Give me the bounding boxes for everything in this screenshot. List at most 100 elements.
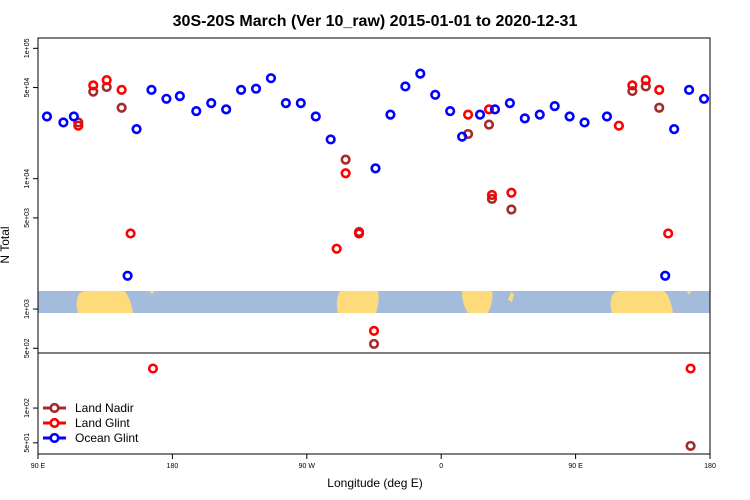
point-ocean-glint <box>146 84 157 95</box>
point-land-glint <box>613 120 625 131</box>
legend-item-ocean-glint: Ocean Glint <box>43 431 139 445</box>
x-axis-label: Longitude (deg E) <box>327 476 422 490</box>
x-tick-label: 0 <box>439 463 443 470</box>
point-land-glint <box>116 84 127 95</box>
legend-item-land-glint: Land Glint <box>43 416 130 430</box>
legend-marker <box>49 432 60 444</box>
point-ocean-glint <box>325 134 336 145</box>
point-ocean-glint <box>660 270 671 281</box>
point-ocean-glint <box>698 93 710 104</box>
point-land-nadir <box>654 102 665 113</box>
point-ocean-glint <box>131 124 142 135</box>
point-land-nadir <box>483 119 495 130</box>
point-ocean-glint <box>579 117 590 128</box>
point-ocean-glint <box>385 109 396 120</box>
y-axis-upper: 5e+02 1e+03 5e+03 1e+04 5e+04 1e+05 <box>24 38 38 358</box>
point-ocean-glint <box>250 83 262 94</box>
y-axis-label: N Total <box>0 226 12 263</box>
map-land <box>508 292 514 302</box>
point-ocean-glint <box>370 163 381 174</box>
point-ocean-glint <box>265 73 277 84</box>
point-ocean-glint <box>549 101 560 112</box>
point-land-nadir <box>486 193 498 204</box>
y-tick-label: 5e+01 <box>24 433 31 453</box>
x-tick-label: 180 <box>704 463 716 470</box>
point-land-nadir <box>116 102 127 113</box>
point-ocean-glint <box>295 98 306 109</box>
point-land-nadir <box>340 154 351 165</box>
point-land-nadir <box>685 440 696 452</box>
point-land-glint <box>331 243 342 254</box>
point-ocean-glint <box>191 105 202 117</box>
point-land-glint <box>73 120 84 131</box>
point-ocean-glint <box>489 104 501 115</box>
point-ocean-glint <box>415 68 426 79</box>
data-points <box>41 68 710 452</box>
point-land-nadir <box>368 338 380 350</box>
point-ocean-glint <box>669 124 680 135</box>
chart-title: 30S-20S March (Ver 10_raw) 2015-01-01 to… <box>173 13 578 30</box>
y-tick-label: 1e+04 <box>24 169 31 189</box>
legend-marker <box>49 402 60 414</box>
point-land-glint <box>663 228 674 239</box>
point-land-glint <box>368 325 380 336</box>
point-ocean-glint <box>519 113 530 124</box>
y-tick-label: 5e+04 <box>24 78 31 98</box>
point-land-glint <box>101 75 112 86</box>
y-tick-label: 1e+02 <box>24 398 31 418</box>
y-tick-label: 1e+03 <box>24 299 31 319</box>
plot-frame <box>37 37 711 455</box>
point-ocean-glint <box>41 111 53 122</box>
point-land-nadir <box>627 85 638 97</box>
point-land-glint <box>483 104 495 115</box>
y-axis-lower: 5e+01 1e+02 <box>24 398 38 453</box>
point-land-glint <box>627 80 638 91</box>
point-ocean-glint <box>683 84 695 95</box>
legend-label: Ocean Glint <box>75 431 139 445</box>
y-tick-label: 1e+05 <box>24 38 31 58</box>
legend-label: Land Glint <box>75 416 130 430</box>
point-land-glint <box>486 189 498 201</box>
point-ocean-glint <box>310 111 321 122</box>
map-land <box>76 290 133 313</box>
point-ocean-glint <box>504 98 515 109</box>
point-ocean-glint <box>58 117 69 128</box>
point-land-nadir <box>640 81 651 92</box>
map-land <box>610 290 673 313</box>
point-ocean-glint <box>400 81 411 92</box>
x-axis: 90 E 180 90 W 0 90 E 180 <box>31 454 716 470</box>
point-land-glint <box>506 187 517 198</box>
point-ocean-glint <box>430 89 441 100</box>
x-tick-label: 90 E <box>31 463 46 470</box>
point-ocean-glint <box>564 111 575 122</box>
map-land <box>462 291 493 313</box>
point-ocean-glint <box>235 84 247 95</box>
map-land <box>150 291 154 295</box>
point-ocean-glint <box>161 93 172 104</box>
point-land-glint <box>125 228 136 239</box>
point-land-glint <box>685 363 696 374</box>
point-ocean-glint <box>280 98 291 109</box>
point-ocean-glint <box>68 111 79 122</box>
point-ocean-glint <box>474 109 486 120</box>
legend-label: Land Nadir <box>75 401 134 415</box>
point-ocean-glint <box>122 270 133 281</box>
y-tick-label: 5e+03 <box>24 208 31 228</box>
point-land-nadir <box>506 204 517 215</box>
x-tick-label: 90 W <box>299 463 316 470</box>
map-band <box>38 290 710 313</box>
map-land <box>687 291 691 295</box>
point-ocean-glint <box>601 111 613 122</box>
point-ocean-glint <box>445 105 456 117</box>
point-land-glint <box>462 109 474 120</box>
map-land <box>336 291 379 313</box>
point-land-glint <box>654 84 665 95</box>
y-tick-label: 5e+02 <box>24 338 31 358</box>
point-ocean-glint <box>221 104 232 115</box>
x-tick-label: 180 <box>167 463 179 470</box>
legend-item-land-nadir: Land Nadir <box>43 401 134 415</box>
point-land-glint <box>88 80 99 91</box>
point-land-glint <box>353 228 365 239</box>
